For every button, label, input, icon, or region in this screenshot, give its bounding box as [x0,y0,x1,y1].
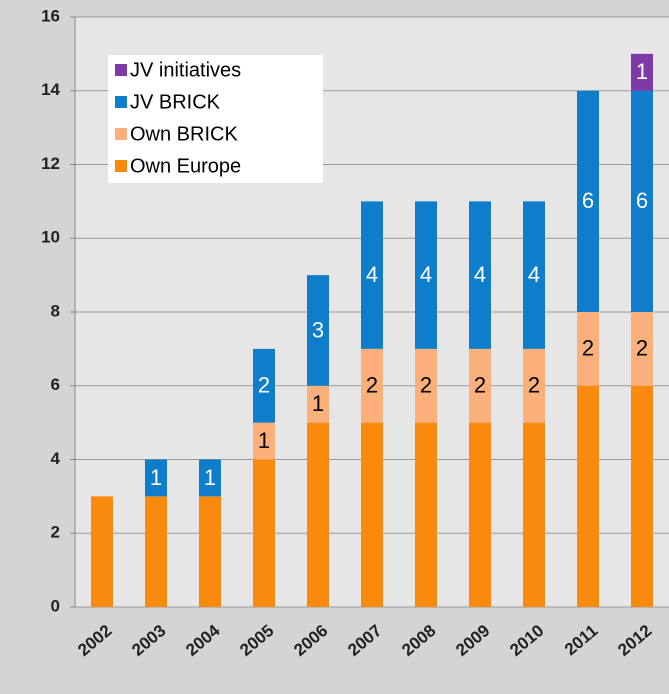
bar-segment [145,496,167,607]
data-label: 6 [636,188,648,213]
data-label: 6 [582,188,594,213]
data-label: 4 [474,262,486,287]
legend-swatch [115,96,127,108]
bar-segment [91,496,113,607]
bar-segment [307,385,329,423]
bar-segment [361,422,383,607]
bar-segment [469,422,491,607]
data-label: 1 [312,391,324,416]
bar-segment [253,459,275,607]
data-label: 2 [258,373,270,398]
data-label: 2 [636,336,648,361]
data-label: 4 [366,262,378,287]
y-tick-label: 0 [51,596,60,615]
y-tick-label: 8 [51,301,60,320]
bar-segment [523,348,545,423]
bar-segment [469,201,491,349]
y-tick-label: 16 [41,6,60,25]
bar-segment [523,201,545,349]
legend-swatch [115,128,127,140]
bar-segment [631,312,653,386]
data-label: 1 [258,428,270,453]
data-label: 4 [420,262,432,287]
data-label: 2 [420,373,432,398]
bar-segment [307,422,329,607]
legend-label: JV initiatives [130,59,241,81]
data-label: 3 [312,317,324,342]
bar-segment [469,348,491,423]
bar-segment [577,312,599,386]
bar-segment [415,201,437,349]
bar-segment [145,459,167,497]
bar-segment [199,459,221,497]
bar-segment [361,201,383,349]
data-label: 1 [204,465,216,490]
y-tick-label: 6 [51,375,60,394]
y-tick-label: 4 [51,449,61,468]
bar-segment [199,496,221,607]
y-tick-label: 10 [41,228,60,247]
bar-segment [253,422,275,460]
bar-segment [415,348,437,423]
legend-swatch [115,160,127,172]
bar-segment [523,422,545,607]
data-label: 2 [366,373,378,398]
bar-segment [631,90,653,312]
bar-segment [361,348,383,423]
bar-segment [415,422,437,607]
y-tick-label: 2 [51,523,60,542]
legend-label: Own BRICK [130,123,238,145]
bar-segment [631,53,653,91]
legend-box [108,55,323,183]
legend-swatch [115,64,127,76]
bar-segment [253,348,275,423]
data-label: 2 [528,373,540,398]
data-label: 1 [150,465,162,490]
bar-segment [577,90,599,312]
data-label: 1 [636,59,648,84]
bar-segment [631,385,653,607]
bar-segment [307,275,329,386]
bar-segment [577,385,599,607]
data-label: 4 [528,262,540,287]
legend-label: JV BRICK [130,91,221,113]
legend-label: Own Europe [130,155,241,177]
data-label: 2 [474,373,486,398]
y-tick-label: 12 [41,154,60,173]
data-label: 2 [582,336,594,361]
y-tick-label: 14 [41,80,60,99]
